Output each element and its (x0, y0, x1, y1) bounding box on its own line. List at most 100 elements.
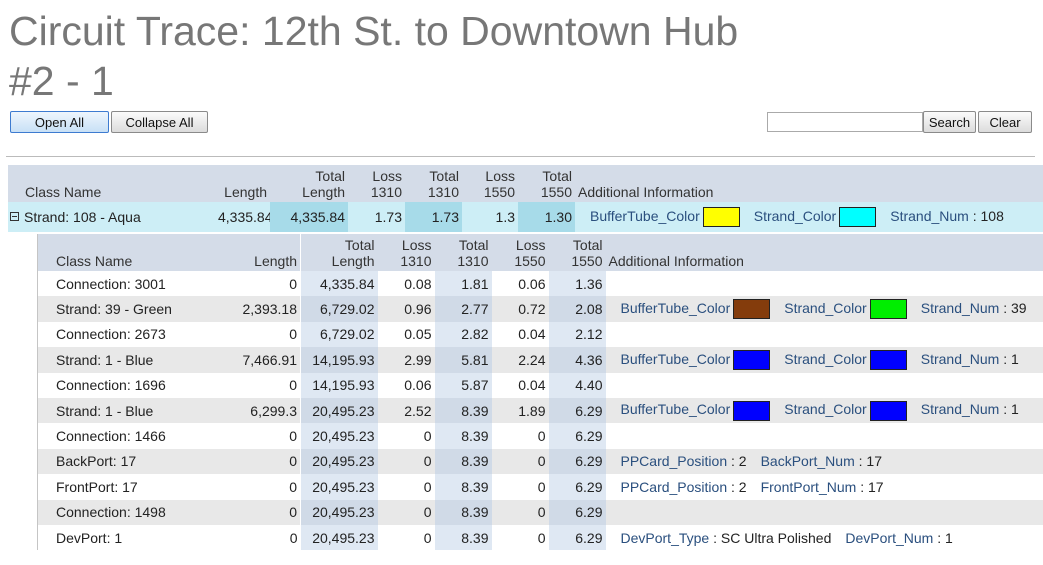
cell-text: 0.96 (404, 301, 432, 318)
info-key-link[interactable]: Strand_Num (890, 207, 969, 224)
info-item: Strand_Color (784, 400, 907, 421)
cell-text: 8.39 (461, 529, 489, 546)
info-key-link[interactable]: PPCard_Position (620, 453, 728, 470)
trace-row: Connection: 1498 0 20,495.23 0 8.39 0 6.29 (37, 499, 1043, 525)
cell-text: Strand: 1 - Blue (56, 402, 154, 419)
cell-text: 20,495.23 (312, 504, 375, 521)
column-header: Total 1550 (571, 237, 603, 269)
cell-text: 4,335.84 (218, 209, 270, 225)
info-key-link[interactable]: Strand_Color (784, 350, 867, 367)
cell-text: 2.12 (575, 326, 603, 343)
cell-text: 0.05 (404, 326, 432, 343)
additional-info (606, 423, 1043, 448)
value-cell: 0 (492, 525, 549, 550)
cell-text: 1.30 (544, 209, 572, 225)
cell-text: FrontPort: 17 (56, 478, 138, 495)
search-input[interactable] (767, 112, 923, 132)
info-key-link[interactable]: BufferTube_Color (620, 299, 731, 316)
info-key-link[interactable]: BackPort_Num (760, 453, 855, 470)
info-key-link[interactable]: BufferTube_Color (590, 207, 700, 224)
color-swatch (733, 299, 771, 320)
additional-info (606, 373, 1043, 398)
trace-row: Connection: 1696 0 14,195.93 0.06 5.87 0.04 4.… (38, 372, 1043, 398)
color-swatch (733, 349, 771, 370)
value-cell: 0 (231, 322, 301, 347)
search-button[interactable]: Search (923, 111, 976, 133)
value-cell: 5.87 (434, 372, 492, 398)
cell-text: 6,729.02 (320, 301, 375, 318)
value-cell: 4.36 (548, 347, 606, 373)
value-cell: 2.99 (378, 347, 435, 372)
info-key-link[interactable]: FrontPort_Num (760, 478, 857, 495)
cell-text: 0.06 (518, 275, 546, 292)
info-key-link[interactable]: BufferTube_Color (620, 401, 731, 418)
cell-text: 2.24 (518, 351, 546, 368)
class-name: Connection: 3001 (38, 271, 231, 296)
info-value: : 1 (937, 529, 953, 546)
cell-text: 6.29 (575, 453, 603, 470)
cell-text: 1.73 (431, 209, 459, 225)
info-key-link[interactable]: Strand_Num (920, 401, 1000, 418)
clear-button[interactable]: Clear (978, 111, 1032, 133)
cell-text: Connection: 1498 (56, 504, 166, 521)
column-header: Total 1550 (540, 168, 572, 200)
cell-text: 14,195.93 (312, 351, 375, 368)
value-cell: 0 (231, 271, 301, 296)
value-cell: 0 (492, 449, 549, 474)
cell-text: 6.29 (575, 428, 603, 445)
cell-text: 1.3 (495, 209, 515, 225)
value-cell: 0.04 (492, 322, 549, 347)
cell-text: 2.99 (404, 351, 432, 368)
color-swatch (869, 349, 907, 370)
cell-text: 8.39 (461, 402, 489, 419)
cell-text: 0 (423, 504, 432, 521)
color-swatch (869, 400, 907, 421)
info-item: Strand_Color (784, 299, 907, 320)
column-header: Total Length (331, 237, 375, 269)
info-item: Strand_Num : 108 (890, 208, 1004, 224)
cell-text: DevPort: 1 (56, 529, 123, 546)
collapse-toggle[interactable] (10, 212, 19, 221)
info-key-link[interactable]: Strand_Color (784, 299, 867, 316)
info-key-link[interactable]: BufferTube_Color (620, 350, 731, 367)
color-swatch (733, 400, 771, 421)
value-cell: 7,466.91 (231, 347, 301, 372)
value-cell: 8.39 (434, 474, 492, 500)
info-key-link[interactable]: DevPort_Type (620, 529, 710, 546)
trace-row: Strand: 108 - Aqua 4,335.84 4,335.84 1.73 1.… (8, 202, 1043, 232)
info-key-link[interactable]: Strand_Color (753, 207, 837, 224)
column-header: Total 1310 (457, 237, 489, 269)
info-key-link[interactable]: Strand_Num (920, 299, 1000, 316)
additional-info (606, 271, 1043, 296)
value-cell: 0 (492, 474, 549, 499)
cell-text: 0.04 (518, 326, 546, 343)
info-key-link[interactable]: Strand_Color (784, 401, 867, 418)
cell-text: 0 (423, 478, 432, 495)
info-key-link[interactable]: PPCard_Position (620, 478, 728, 495)
color-swatch (839, 207, 877, 227)
trace-row: Connection: 2673 0 6,729.02 0.05 2.82 0.04 2.1… (38, 321, 1043, 348)
class-name: Connection: 2673 (38, 322, 231, 347)
cell-text: 7,466.91 (242, 351, 298, 368)
info-key-link[interactable]: Strand_Num (920, 350, 1000, 367)
value-cell: 20,495.23 (300, 474, 378, 500)
info-value: : SC Ultra Polished (713, 529, 832, 546)
cell-text: 0 (537, 453, 546, 470)
value-cell: 1.89 (492, 398, 549, 423)
value-cell: 5.81 (434, 347, 492, 373)
cell-text: 8.39 (461, 504, 489, 521)
cell-text: 1.36 (575, 275, 603, 292)
class-name: Connection: 1498 (38, 500, 231, 525)
cell-text: 6.29 (575, 529, 603, 546)
column-header: Additional Information (578, 184, 714, 200)
info-item: Strand_Num : 39 (921, 300, 1027, 316)
value-cell: 2.52 (378, 398, 435, 423)
divider (6, 156, 1035, 157)
cell-text: 4.40 (575, 377, 603, 394)
value-cell: 8.39 (434, 397, 492, 424)
collapse-all-button[interactable]: Collapse All (111, 111, 208, 133)
trace-row: BackPort: 17 0 20,495.23 0 8.39 0 6.29 PPCard_P… (37, 448, 1043, 475)
open-all-button[interactable]: Open All (10, 111, 109, 133)
cell-text: 2,393.18 (242, 301, 298, 318)
info-key-link[interactable]: DevPort_Num (845, 529, 934, 546)
